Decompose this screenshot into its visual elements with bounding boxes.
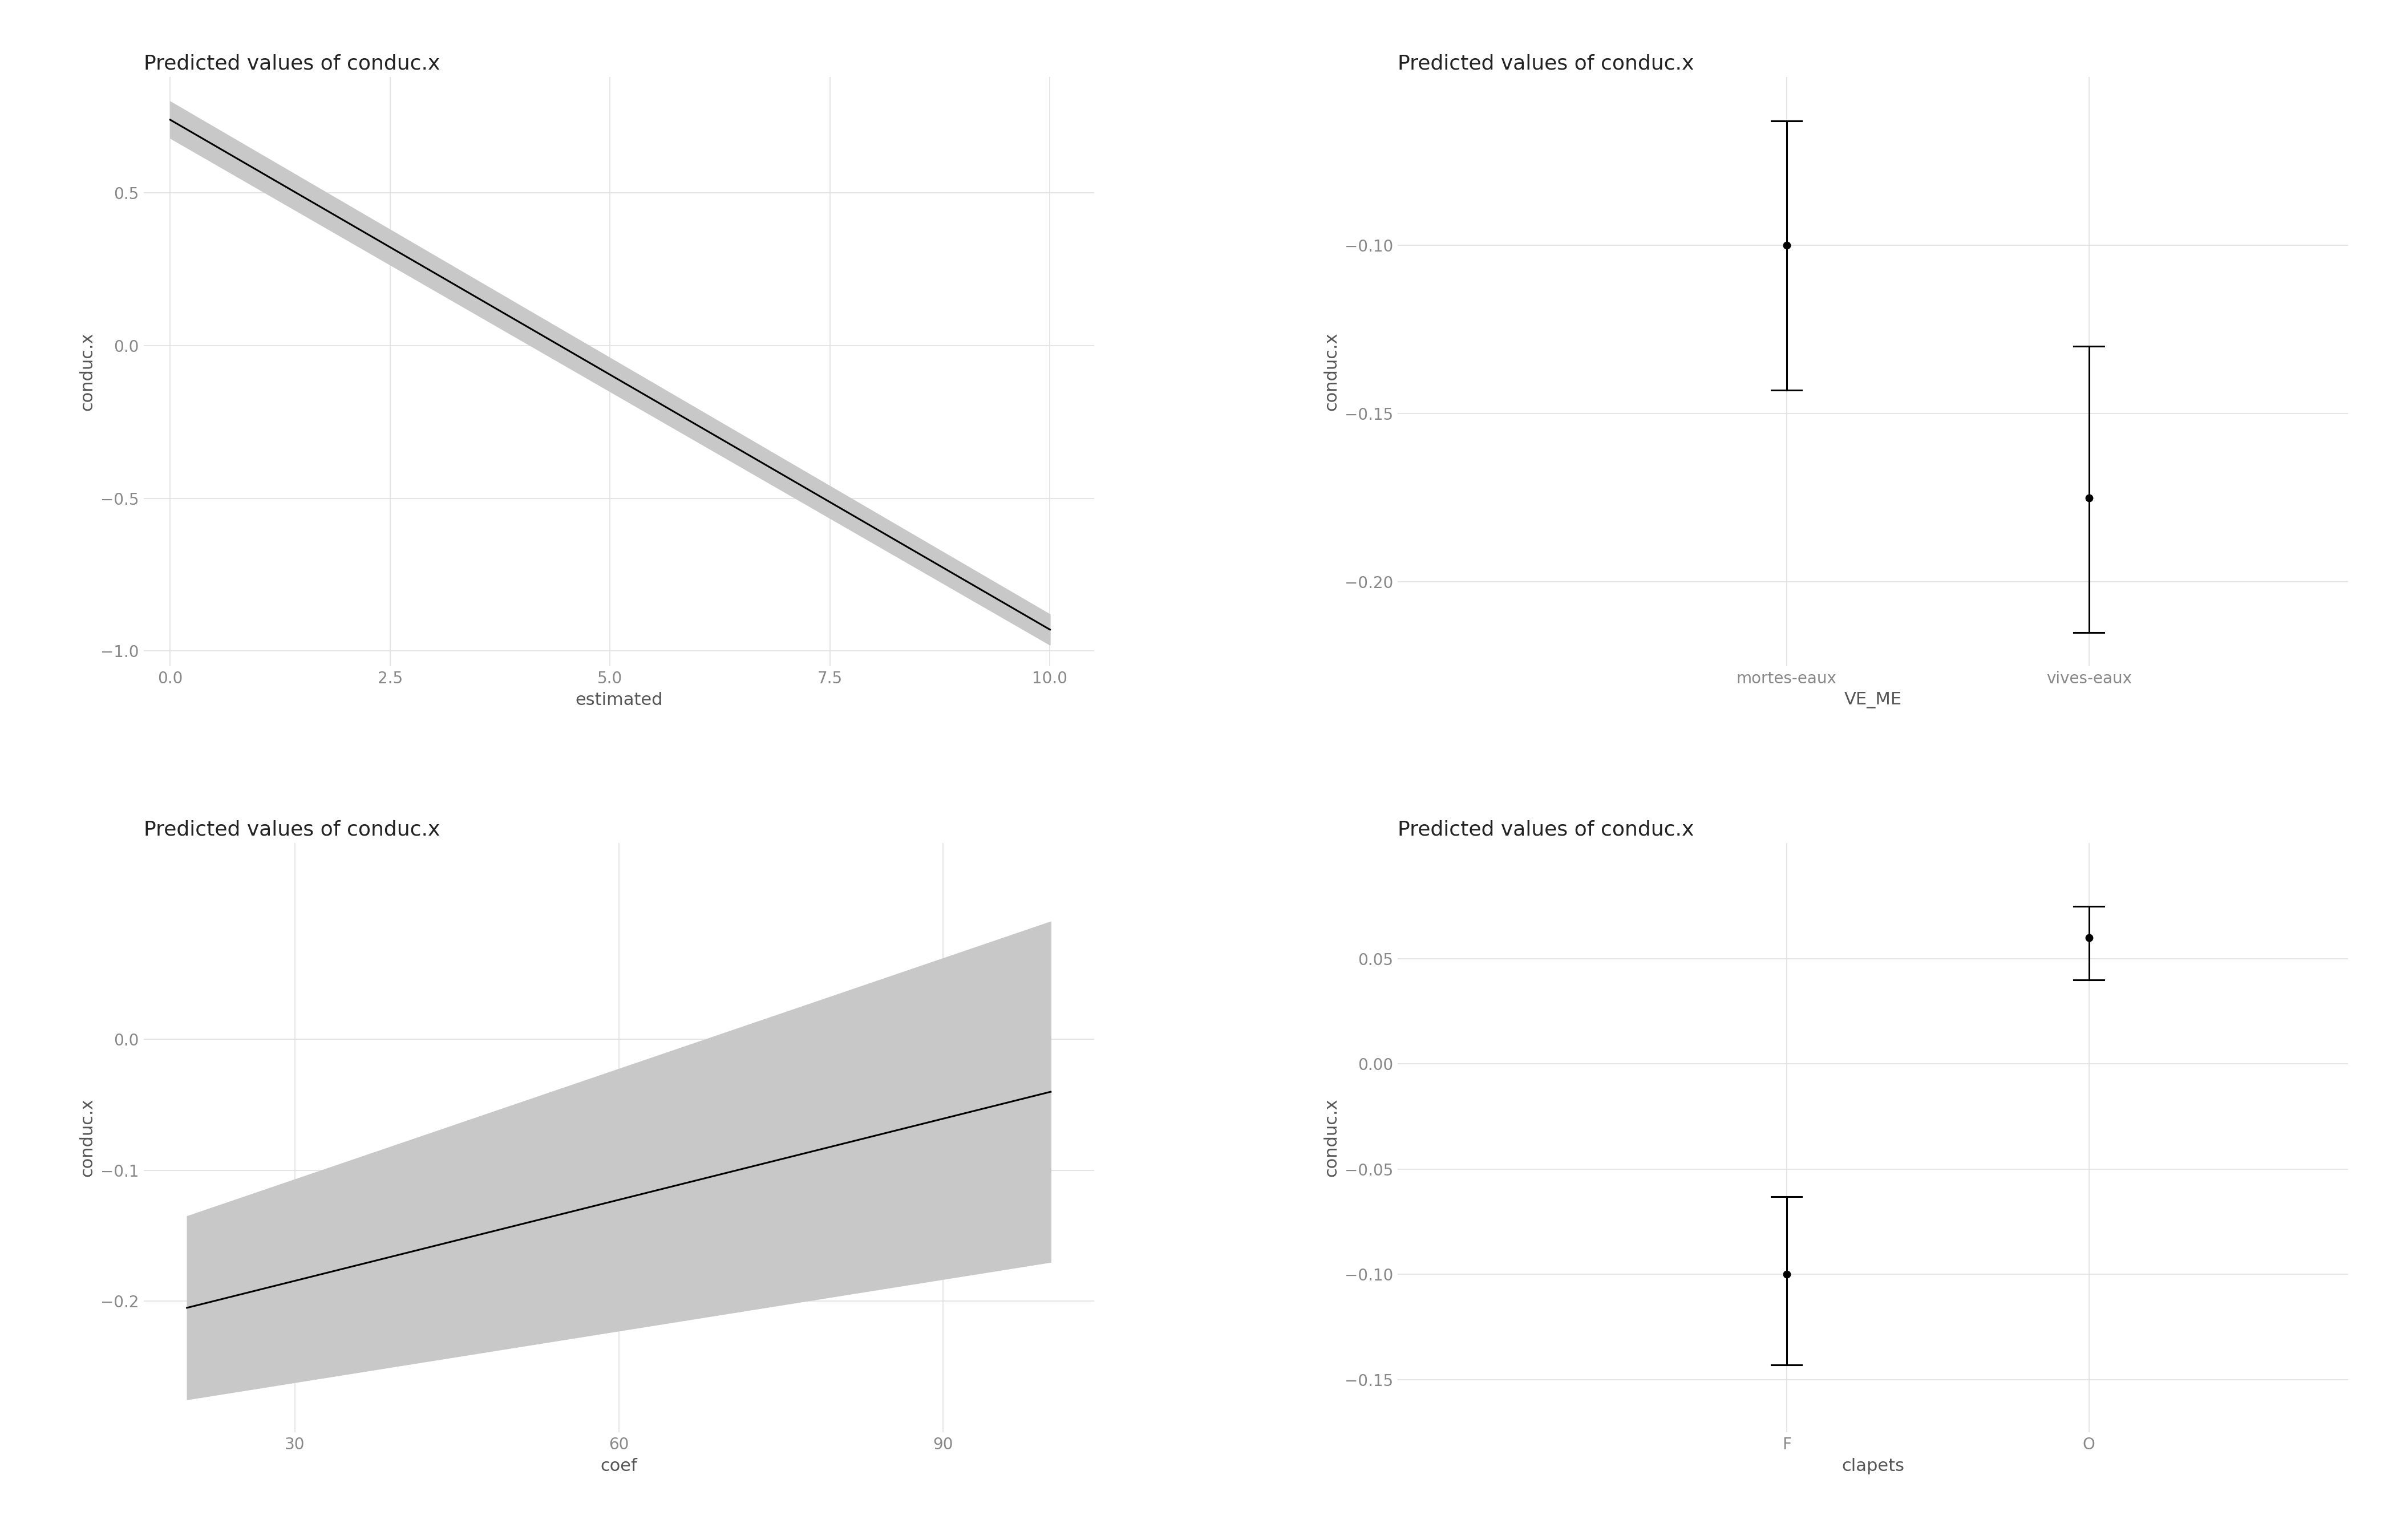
- Text: Predicted values of conduc.x: Predicted values of conduc.x: [144, 819, 441, 839]
- Text: Predicted values of conduc.x: Predicted values of conduc.x: [1397, 54, 1694, 72]
- Y-axis label: conduc.x: conduc.x: [1323, 333, 1339, 411]
- Y-axis label: conduc.x: conduc.x: [79, 1098, 96, 1177]
- Text: Predicted values of conduc.x: Predicted values of conduc.x: [144, 54, 441, 72]
- Text: Predicted values of conduc.x: Predicted values of conduc.x: [1397, 819, 1694, 839]
- X-axis label: coef: coef: [601, 1458, 637, 1474]
- X-axis label: VE_ME: VE_ME: [1845, 691, 1902, 708]
- Y-axis label: conduc.x: conduc.x: [1323, 1098, 1339, 1177]
- Y-axis label: conduc.x: conduc.x: [79, 333, 96, 411]
- X-axis label: clapets: clapets: [1843, 1458, 1905, 1474]
- X-axis label: estimated: estimated: [575, 691, 664, 708]
